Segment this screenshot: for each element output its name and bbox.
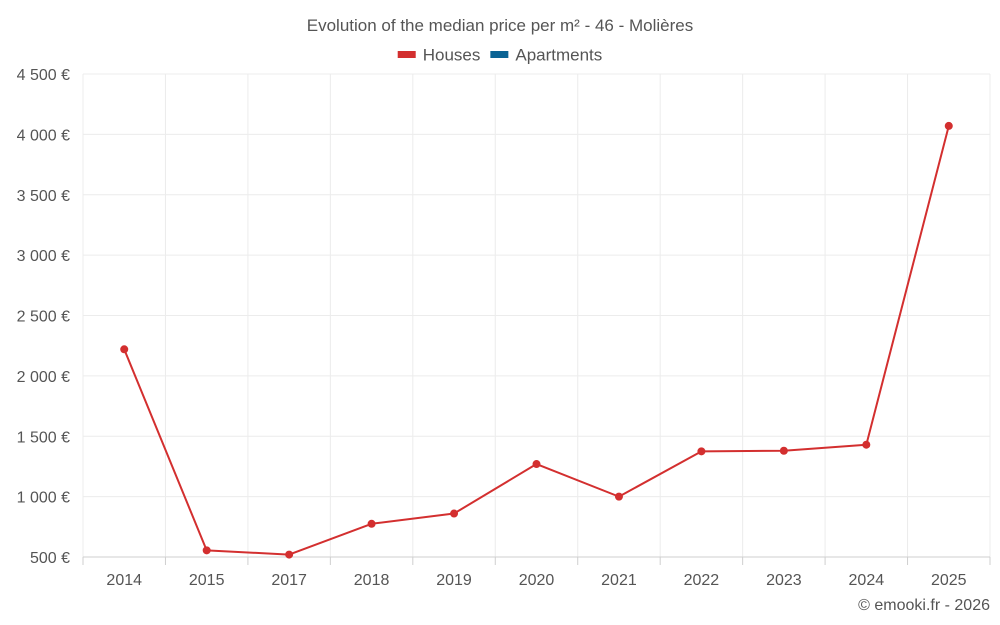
y-tick-label: 500 € xyxy=(30,550,70,567)
data-point[interactable] xyxy=(862,440,871,449)
data-point[interactable] xyxy=(532,460,541,469)
y-axis: 500 € 1 000 € 1 500 € 2 000 € 2 500 € 3 000 €… xyxy=(17,67,70,567)
x-tick-label: 2014 xyxy=(106,572,142,589)
x-tick-label: 2022 xyxy=(684,572,720,589)
x-tick-label: 2017 xyxy=(271,572,307,589)
y-tick-label: 1 000 € xyxy=(17,490,70,507)
x-axis: 2014 2015 2017 2018 2019 2020 2021 2022 2023 2024… xyxy=(82,556,991,589)
legend-label: Apartments xyxy=(515,45,602,64)
data-point[interactable] xyxy=(450,509,459,518)
legend: Houses Apartments xyxy=(397,45,602,64)
x-tick-label: 2021 xyxy=(601,572,637,589)
y-tick-label: 3 500 € xyxy=(17,188,70,205)
y-tick-label: 1 500 € xyxy=(17,429,70,446)
credit-text: © emooki.fr - 2026 xyxy=(858,597,990,614)
chart-title: Evolution of the median price per m² - 4… xyxy=(307,16,693,35)
legend-item-houses[interactable]: Houses xyxy=(397,45,481,64)
y-tick-label: 2 000 € xyxy=(17,369,70,386)
legend-swatch xyxy=(397,51,416,58)
legend-item-apartments[interactable]: Apartments xyxy=(490,45,602,64)
data-point[interactable] xyxy=(779,446,788,455)
legend-swatch xyxy=(490,51,509,58)
x-tick-label: 2015 xyxy=(189,572,225,589)
legend-label: Houses xyxy=(423,45,481,64)
data-point[interactable] xyxy=(202,546,211,555)
data-point[interactable] xyxy=(614,492,623,501)
x-tick-label: 2025 xyxy=(931,572,967,589)
x-tick-label: 2018 xyxy=(354,572,390,589)
x-tick-label: 2019 xyxy=(436,572,472,589)
series-layer xyxy=(120,121,953,559)
data-point[interactable] xyxy=(944,121,953,130)
data-point[interactable] xyxy=(285,550,294,559)
data-point[interactable] xyxy=(367,519,376,528)
data-point[interactable] xyxy=(120,345,129,354)
y-tick-label: 2 500 € xyxy=(17,309,70,326)
data-point[interactable] xyxy=(697,447,706,456)
y-tick-label: 4 000 € xyxy=(17,127,70,144)
grid-lines xyxy=(82,73,991,557)
x-tick-label: 2023 xyxy=(766,572,802,589)
x-tick-label: 2020 xyxy=(519,572,555,589)
y-tick-label: 3 000 € xyxy=(17,248,70,265)
y-tick-label: 4 500 € xyxy=(17,67,70,84)
x-tick-label: 2024 xyxy=(849,572,885,589)
